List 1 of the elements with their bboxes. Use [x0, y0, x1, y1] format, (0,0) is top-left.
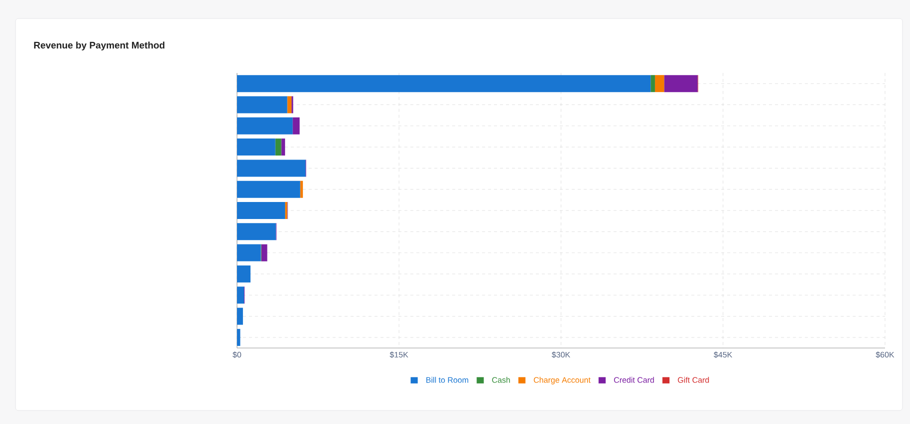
text: Revenue by Payment Method: [34, 42, 164, 50]
